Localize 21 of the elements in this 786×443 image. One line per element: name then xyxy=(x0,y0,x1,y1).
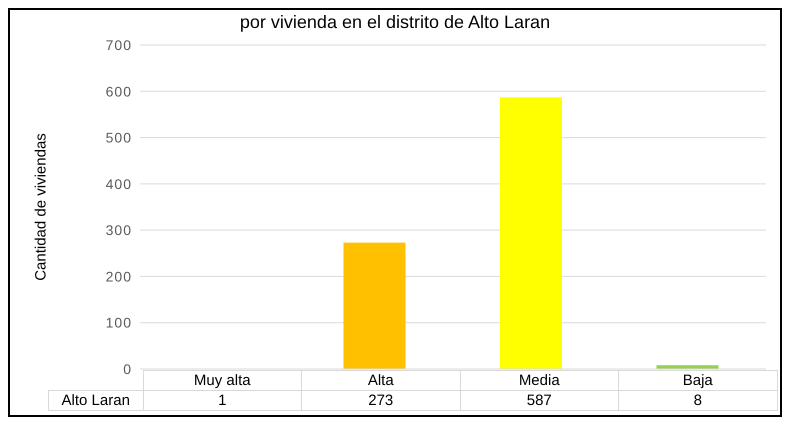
y-tick-label: 600 xyxy=(106,83,132,100)
y-tick-label: 300 xyxy=(106,222,132,238)
y-tick-label: 100 xyxy=(106,314,132,331)
data-label: 587 xyxy=(460,390,618,410)
x-tick-label: Baja xyxy=(618,370,777,390)
x-tick-label: Muy alta xyxy=(143,370,302,390)
y-tick-label: 400 xyxy=(106,176,132,192)
y-tick-label: 700 xyxy=(106,36,132,53)
data-label: 8 xyxy=(618,390,777,410)
y-axis-title: Cantidad de viviendas xyxy=(32,133,50,281)
bar xyxy=(344,242,406,369)
data-label: 273 xyxy=(302,390,460,410)
y-tick-label: 200 xyxy=(106,268,132,284)
text: Alto Laran xyxy=(48,390,143,410)
y-tick-label: 0 xyxy=(123,360,132,377)
data-label: 1 xyxy=(143,390,302,410)
chart-title: por vivienda en el distrito de Alto Laran xyxy=(238,11,552,34)
x-tick-label: Alta xyxy=(302,370,460,390)
y-tick-label: 500 xyxy=(106,130,132,146)
x-tick-label: Media xyxy=(460,370,618,390)
bar xyxy=(500,97,562,369)
